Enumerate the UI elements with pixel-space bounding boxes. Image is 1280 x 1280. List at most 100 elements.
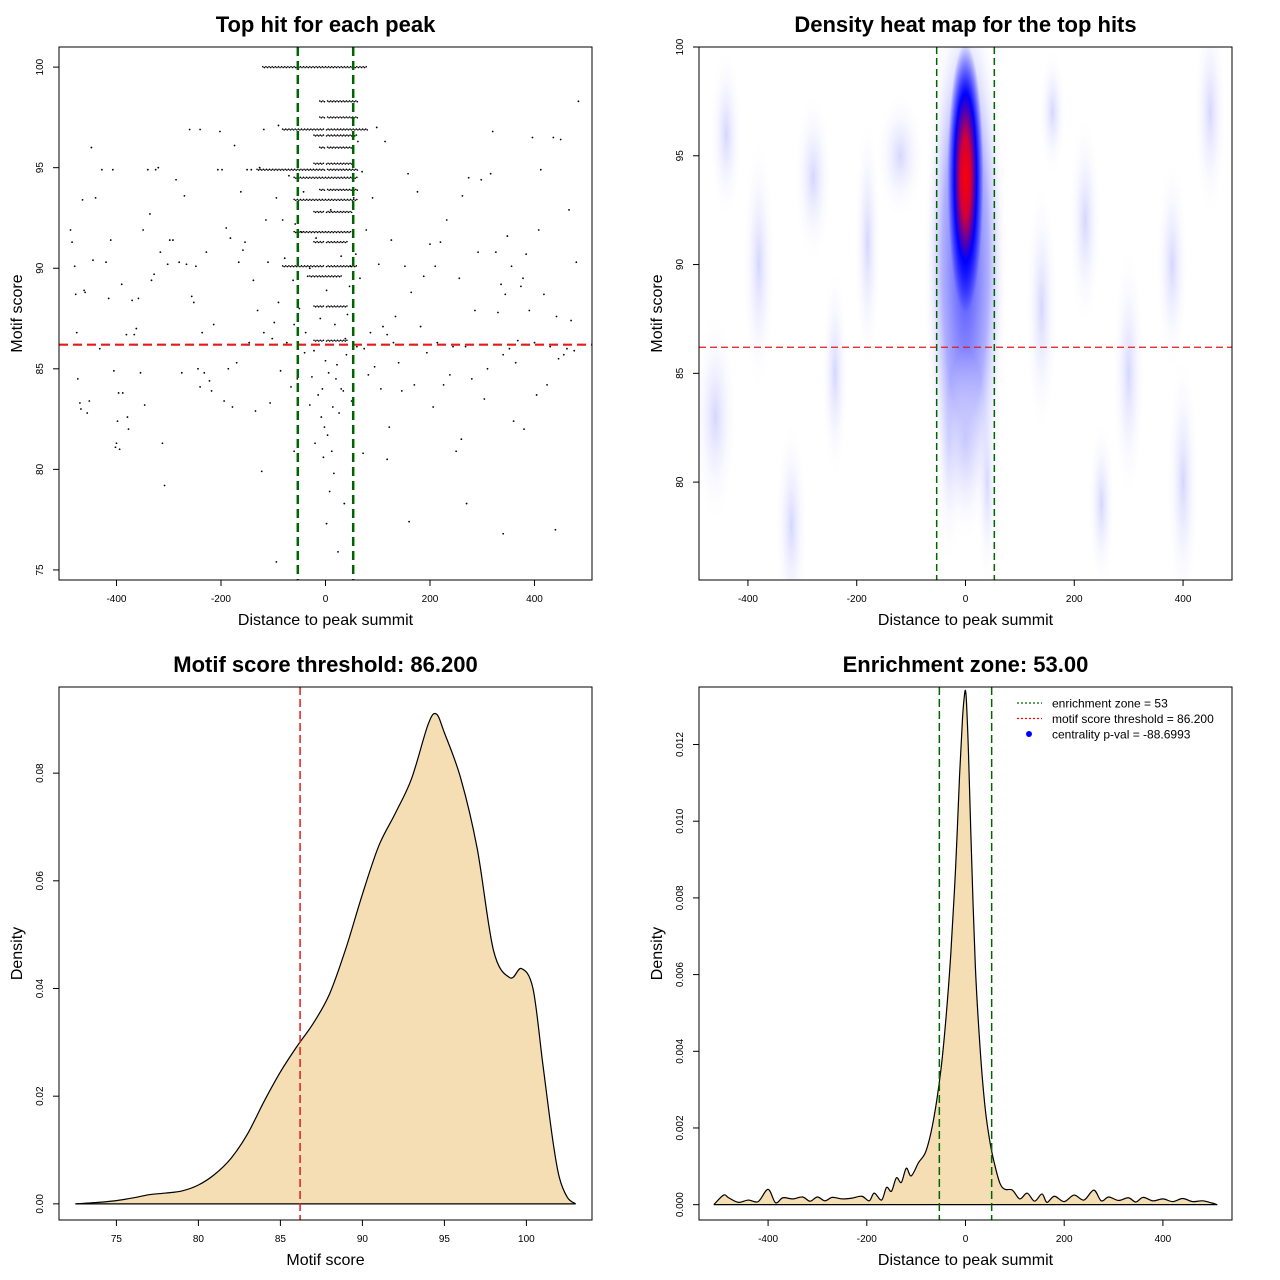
data-point xyxy=(324,65,327,68)
data-point xyxy=(325,135,328,137)
density-blob xyxy=(1193,47,1227,222)
data-point xyxy=(333,168,335,171)
data-point xyxy=(432,406,435,408)
x-axis-label: Distance to peak summit xyxy=(878,612,1054,629)
data-point xyxy=(362,452,365,455)
data-point xyxy=(314,241,317,244)
x-tick-label: 90 xyxy=(357,1234,369,1245)
data-point xyxy=(345,231,347,234)
data-point xyxy=(332,306,334,308)
data-point xyxy=(342,134,345,136)
data-point xyxy=(291,66,294,69)
data-point xyxy=(322,210,325,213)
data-point xyxy=(326,66,328,69)
data-point xyxy=(336,100,338,102)
data-point xyxy=(116,420,119,423)
data-point xyxy=(335,377,337,380)
data-point xyxy=(344,169,346,171)
data-point xyxy=(337,275,339,277)
y-axis-label: Motif score xyxy=(649,274,666,352)
data-point xyxy=(294,199,297,202)
data-point xyxy=(84,291,87,294)
data-point xyxy=(299,65,302,68)
data-point xyxy=(373,365,376,368)
x-tick-label: -200 xyxy=(857,1234,877,1245)
data-point xyxy=(341,241,344,244)
data-point xyxy=(100,168,103,171)
data-point xyxy=(293,65,295,68)
data-point xyxy=(319,134,322,136)
data-point xyxy=(292,265,295,268)
data-point xyxy=(306,168,309,171)
data-point xyxy=(577,100,580,103)
data-point xyxy=(346,134,348,136)
data-point xyxy=(346,265,348,267)
data-point xyxy=(332,66,335,69)
data-point xyxy=(324,275,327,277)
data-point xyxy=(337,176,339,179)
data-point xyxy=(345,100,348,102)
y-tick-label: 0.02 xyxy=(35,1086,46,1106)
data-point xyxy=(353,100,356,103)
data-point xyxy=(244,241,246,243)
data-point xyxy=(336,146,338,148)
data-point xyxy=(539,168,542,171)
data-point xyxy=(339,305,342,307)
data-point xyxy=(137,297,140,300)
data-point xyxy=(328,189,330,192)
data-point xyxy=(355,265,358,267)
data-point xyxy=(146,168,149,171)
data-point xyxy=(290,386,292,388)
data-point xyxy=(277,65,280,68)
data-point xyxy=(197,367,199,370)
data-point xyxy=(336,168,338,171)
data-point xyxy=(105,261,107,264)
data-point xyxy=(329,231,332,234)
data-point xyxy=(301,199,303,202)
data-point xyxy=(302,176,305,179)
data-point xyxy=(317,241,320,244)
data-point xyxy=(340,230,342,233)
data-point xyxy=(335,265,337,268)
data-point xyxy=(350,147,352,149)
data-point xyxy=(314,169,316,171)
data-point xyxy=(317,163,320,165)
data-point xyxy=(552,136,555,139)
data-point xyxy=(210,390,213,392)
data-point xyxy=(319,210,322,213)
x-tick-label: -200 xyxy=(211,594,231,605)
data-point xyxy=(314,340,317,342)
data-point xyxy=(256,309,259,312)
data-point xyxy=(502,353,505,356)
data-point xyxy=(139,371,142,374)
data-point xyxy=(317,211,320,214)
data-point xyxy=(345,353,348,356)
data-point xyxy=(346,305,348,307)
y-tick-label: 90 xyxy=(675,259,686,271)
data-point xyxy=(332,129,334,131)
data-point xyxy=(361,128,364,130)
data-point xyxy=(338,135,340,137)
data-point xyxy=(404,265,406,268)
data-point xyxy=(340,169,343,171)
data-point xyxy=(83,289,85,292)
data-point xyxy=(347,265,350,268)
data-point xyxy=(355,345,358,348)
data-point xyxy=(320,189,323,192)
data-point xyxy=(292,169,294,171)
data-point xyxy=(283,129,286,131)
plot-frame xyxy=(58,686,593,1221)
data-point xyxy=(332,135,334,137)
data-point xyxy=(357,129,359,131)
data-point xyxy=(315,176,317,179)
legend-swatch xyxy=(1026,731,1032,737)
data-point xyxy=(322,168,324,171)
density-blob xyxy=(1038,47,1067,178)
data-point xyxy=(315,65,317,68)
data-point xyxy=(309,275,311,277)
data-point xyxy=(257,169,260,171)
data-point xyxy=(349,128,351,130)
data-point xyxy=(317,169,319,171)
data-point xyxy=(338,177,341,179)
data-point xyxy=(326,275,328,278)
